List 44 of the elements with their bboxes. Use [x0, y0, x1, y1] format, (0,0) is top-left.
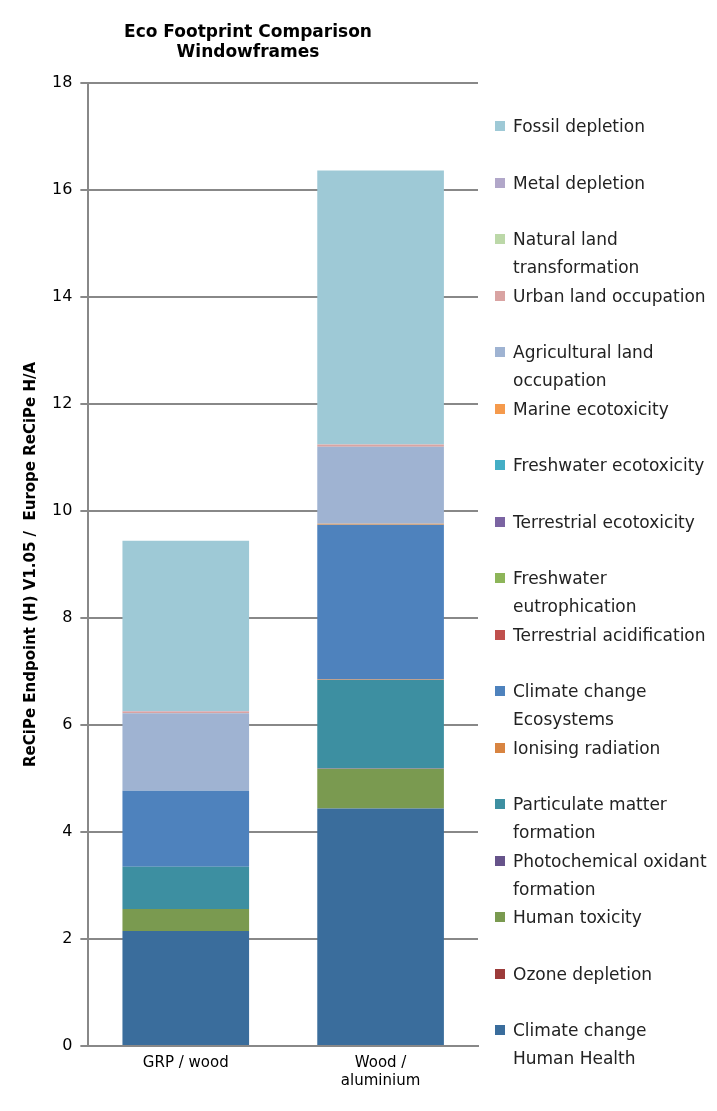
bar — [317, 170, 444, 445]
legend-label: Metal depletion — [513, 171, 647, 195]
legend-label: Freshwater ecotoxicity — [513, 454, 706, 477]
legend-label: Particulate matter formation — [513, 793, 668, 844]
y-tick-label: 10 — [52, 500, 73, 520]
legend-label: Urban land occupation — [513, 284, 707, 308]
legend-label: Human toxicity — [513, 906, 643, 929]
legend-label: Climate change Human Health — [513, 1019, 648, 1070]
bar — [317, 808, 444, 1045]
legend-label: Photochemical oxidant formation — [513, 849, 708, 901]
y-tick-label: 8 — [62, 607, 73, 627]
y-tick-label: 4 — [62, 821, 73, 841]
legend-label: Fossil depletion — [513, 115, 646, 138]
y-tick-label: 6 — [62, 714, 73, 734]
y-tick-label: 14 — [52, 286, 73, 305]
y-tick-label: 18 — [52, 71, 73, 91]
legend-label: Ionising radiation — [513, 736, 662, 760]
legend-label: Climate change Ecosystems — [513, 680, 648, 731]
bar — [317, 768, 444, 809]
bar — [122, 713, 250, 791]
legend-label: Freshwater eutrophication — [513, 567, 638, 618]
legend-label: Marine ecotoxicity — [513, 397, 670, 421]
legend-label: Terrestrial ecotoxicity — [513, 510, 696, 534]
y-tick-label: 16 — [52, 178, 73, 198]
y-axis-title: ReCiPe Endpoint (H) V1.05 / Europe ReCiPe H/A — [20, 361, 39, 767]
chart-title: Eco Footprint Comparison Windowframes — [124, 20, 372, 62]
y-tick-label: 0 — [62, 1035, 73, 1055]
bar — [122, 909, 250, 931]
y-tick-label: 2 — [62, 928, 73, 948]
legend-label: Natural land transformation — [513, 228, 641, 279]
bar — [317, 524, 444, 680]
bar — [122, 540, 250, 712]
bar — [317, 446, 444, 524]
legend-label: Agricultural land occupation — [513, 341, 655, 392]
bar — [317, 444, 444, 447]
legend-label: Terrestrial acidification — [513, 623, 707, 647]
x-tick-label: GRP / wood — [142, 1052, 229, 1071]
bar — [122, 866, 250, 910]
legend-label: Ozone depletion — [513, 962, 654, 986]
bar — [122, 790, 250, 867]
x-tick-label: Wood / aluminium — [340, 1052, 421, 1089]
bar — [317, 679, 444, 769]
y-tick-label: 12 — [52, 393, 73, 413]
bar — [122, 930, 250, 1045]
